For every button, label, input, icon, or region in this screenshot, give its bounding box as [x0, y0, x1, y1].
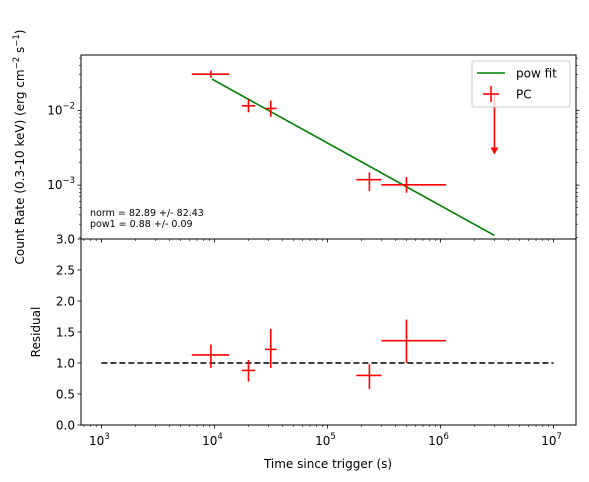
pow-fit-line — [211, 78, 495, 237]
residual-point-1 — [241, 359, 256, 382]
top-y-ticks: 10−210−3 — [47, 101, 580, 192]
bottom-panel: 0.00.51.01.52.02.53.0 103 104 105 106 107 Re… — [29, 233, 577, 471]
bottom-y-tick-label-6: 3.0 — [56, 233, 75, 247]
pc-point-1 — [241, 99, 256, 113]
residual-point-2 — [264, 328, 277, 368]
pc-point-4 — [381, 177, 447, 193]
x-tick-label-3-base: 10 — [428, 434, 443, 448]
bottom-series — [191, 319, 447, 390]
top-y-tick-label-0: 10−2 — [47, 101, 75, 117]
top-y-tick-label-1: 10−3 — [47, 176, 75, 192]
top-x-ticks — [100, 239, 554, 243]
x-tick-label-3: 106 — [428, 432, 449, 448]
residual-point-0 — [191, 344, 230, 368]
bottom-y-axis-label: Residual — [29, 307, 43, 358]
bottom-y-tick-label-0: 0.0 — [56, 419, 75, 433]
pc-point-0 — [191, 70, 230, 78]
bottom-y-tick-label-5: 2.5 — [56, 264, 75, 278]
ylabel-sup1: −2 — [12, 57, 22, 70]
top-y-tick-label-0-base: 10 — [47, 103, 62, 117]
x-tick-label-2-base: 10 — [315, 434, 330, 448]
x-tick-label-1: 104 — [202, 432, 223, 448]
bottom-axes-frame — [80, 238, 577, 426]
top-y-tick-label-1-base: 10 — [47, 178, 62, 192]
bottom-y-tick-label-4: 2.0 — [56, 295, 75, 309]
x-tick-label-4-base: 10 — [541, 434, 556, 448]
pc-point-3 — [356, 172, 382, 192]
upper-limit-arrowhead — [490, 147, 499, 155]
top-y-tick-label-1-exp: −3 — [62, 176, 75, 186]
ylabel-mid: s — [13, 47, 27, 57]
annotation-pow1: pow1 = 0.88 +/- 0.09 — [90, 219, 193, 230]
bottom-x-ticks: 103 104 105 106 107 — [89, 425, 562, 448]
x-tick-label-2: 105 — [315, 432, 336, 448]
annotation-norm: norm = 82.89 +/- 82.43 — [90, 208, 204, 219]
x-tick-label-1-base: 10 — [202, 434, 217, 448]
x-tick-label-1-exp: 4 — [217, 432, 222, 442]
bottom-y-tick-label-3: 1.5 — [56, 326, 75, 340]
pc-point-2 — [264, 100, 277, 117]
ylabel-main: Count Rate (0.3-10 keV) (erg cm — [13, 69, 27, 264]
x-tick-label-0: 103 — [89, 432, 110, 448]
legend-label-pow-fit: pow fit — [516, 67, 557, 81]
top-series — [191, 70, 499, 237]
x-tick-label-0-base: 10 — [89, 434, 104, 448]
x-tick-label-4-exp: 7 — [556, 432, 561, 442]
top-y-axis-label: Count Rate (0.3-10 keV) (erg cm−2 s−1) — [12, 30, 27, 265]
legend: pow fit PC — [471, 60, 571, 108]
bottom-y-tick-label-2: 1.0 — [56, 357, 75, 371]
x-tick-label-0-exp: 3 — [104, 432, 109, 442]
residual-point-4 — [381, 319, 447, 363]
x-tick-label-3-exp: 6 — [443, 432, 448, 442]
x-tick-label-2-exp: 5 — [330, 432, 335, 442]
top-panel: 10−210−3 norm = 82.89 +/- 82.43 pow1 = 0… — [12, 30, 580, 265]
legend-label-pc: PC — [516, 88, 532, 102]
x-axis-label: Time since trigger (s) — [263, 457, 392, 471]
ylabel-sup2: −1 — [12, 34, 22, 47]
bottom-y-tick-label-1: 0.5 — [56, 388, 75, 402]
bottom-y-ticks: 0.0 0.5 1.0 1.5 2.0 2.5 3.0 — [56, 233, 81, 433]
residual-point-3 — [356, 364, 382, 390]
legend-swatch-pc — [483, 86, 499, 102]
ylabel-end: ) — [13, 30, 27, 35]
x-tick-label-4: 107 — [541, 432, 562, 448]
top-y-tick-label-0-exp: −2 — [62, 101, 75, 111]
